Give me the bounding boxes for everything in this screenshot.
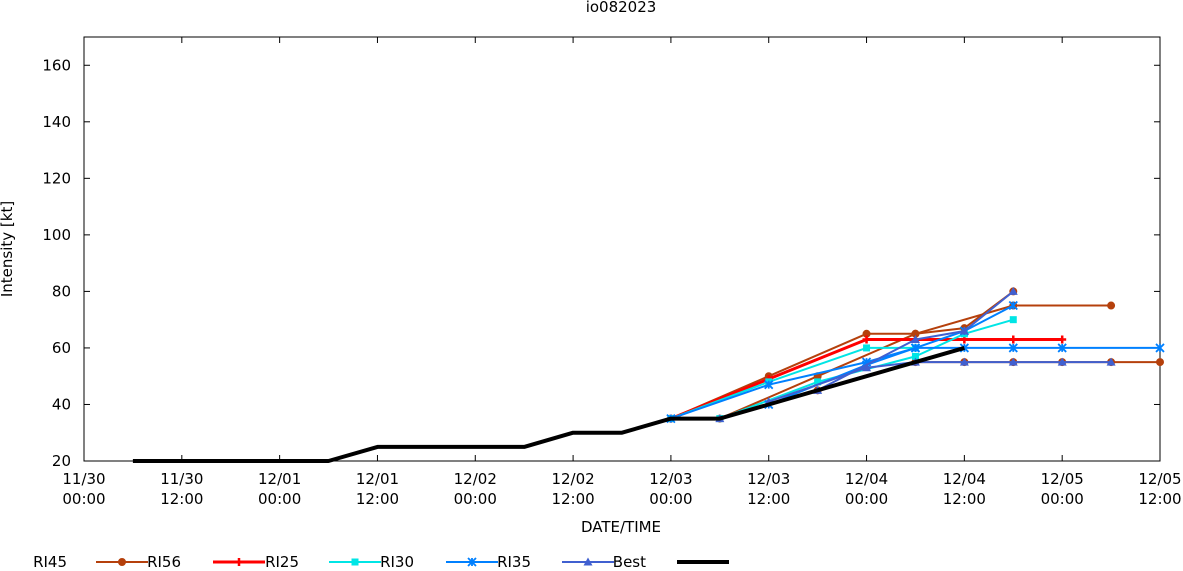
legend-label-ri45: RI45 [33,553,67,567]
x-tick-label: 00:00 [1041,490,1084,508]
x-tick-label: 00:00 [62,490,105,508]
legend-label-ri35: RI35 [497,553,531,567]
data-point-ri35 [862,363,872,372]
x-tick-label: 12:00 [943,490,986,508]
data-point-ri45 [1107,301,1116,310]
x-tick-label: 12/05 [1138,470,1181,488]
x-tick-label: 12/02 [454,470,497,488]
x-tick-label: 12:00 [551,490,594,508]
x-tick-label: 12:00 [747,490,790,508]
plot-frame [83,36,1161,462]
x-tick-label: 00:00 [649,490,692,508]
x-tick-label: 12:00 [356,490,399,508]
y-tick-label: 100 [42,226,71,244]
legend-label-ri30: RI30 [380,553,414,567]
x-tick-label: 00:00 [454,490,497,508]
x-tick-label: 00:00 [845,490,888,508]
y-tick-label: 140 [42,113,71,131]
x-tick-label: 12/05 [1041,470,1084,488]
legend: RI45 RI56 RI25 RI30 RI35 Best [33,553,729,571]
data-point-ri45 [1156,358,1164,367]
y-tick-label: 80 [52,282,71,300]
x-axis-label: DATE/TIME [581,518,661,536]
data-point-ri35 [1008,357,1018,366]
data-point-ri30 [1155,343,1165,353]
data-point-ri25 [1009,316,1017,324]
data-point-ri30 [1057,343,1067,353]
data-point-ri30 [764,380,774,390]
legend-marker-ri30 [467,557,477,567]
y-tick-label: 160 [42,56,71,74]
series-line-best [132,345,965,463]
data-point-ri56 [1058,335,1067,344]
x-tick-label: 12/04 [845,470,888,488]
y-tick-label: 40 [52,395,71,413]
data-point-ri35 [1106,357,1116,366]
x-tick-label: 12/03 [649,470,692,488]
x-tick-label: 12/01 [258,470,301,488]
y-tick-label: 120 [42,169,71,187]
y-axis-label: Intensity [kt] [0,201,16,297]
data-point-ri35 [910,334,920,343]
series-lines [132,286,1165,463]
x-tick-label: 12/03 [747,470,790,488]
x-tick-label: 12/01 [356,470,399,488]
legend-marker-ri45 [118,558,126,566]
data-point-ri56 [1009,335,1018,344]
y-tick-label: 60 [52,339,71,357]
legend-marker-ri35 [583,557,593,566]
axes: 20 40 60 80 100 120 140 160 11/30 00:00 11/30 12:00… [42,36,1182,508]
series-line-ri25 [670,346,916,420]
data-point-ri35 [959,326,969,335]
x-tick-label: 00:00 [258,490,301,508]
x-tick-label: 12/02 [551,470,594,488]
data-point-ri25 [911,352,919,360]
data-point-ri30 [910,343,921,353]
chart-title: io082023 [586,0,657,16]
series-line-ri45 [670,290,1014,420]
y-tick-label: 20 [52,452,71,470]
x-tick-label: 12:00 [160,490,203,508]
legend-label-ri56: RI56 [147,553,181,567]
x-tick-label: 12:00 [1138,490,1181,508]
x-tick-label: 12/04 [943,470,986,488]
legend-marker-ri25 [351,558,359,566]
data-point-ri35 [1008,286,1018,295]
data-point-ri25 [814,378,822,386]
legend-label-best: Best [613,553,646,567]
x-tick-label: 11/30 [62,470,105,488]
legend-label-ri25: RI25 [265,553,299,567]
data-point-ri30 [1008,300,1018,311]
data-point-ri56 [862,335,871,344]
series-best [132,345,965,463]
data-point-ri35 [1057,357,1067,366]
data-point-ri25 [863,344,871,352]
legend-marker-ri56 [235,558,243,566]
series-line-ri30 [670,304,1014,420]
data-point-ri35 [959,357,969,366]
x-tick-label: 11/30 [160,470,203,488]
data-point-ri30 [1008,343,1018,353]
